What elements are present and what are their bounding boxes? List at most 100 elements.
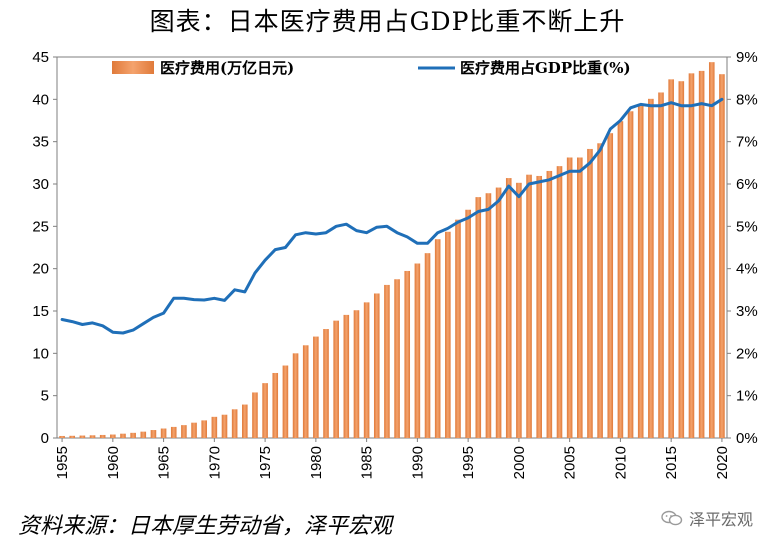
bar <box>648 98 654 439</box>
bar <box>384 284 390 438</box>
watermark-label: 泽平宏观 <box>688 510 753 529</box>
bar <box>282 365 289 438</box>
bar <box>404 270 411 438</box>
bar <box>698 70 705 439</box>
bar <box>505 178 512 438</box>
bar <box>160 428 167 438</box>
bar <box>252 392 258 438</box>
bar <box>313 336 319 438</box>
bar <box>455 219 461 438</box>
bar <box>424 253 431 438</box>
right-axis-tick-label: 1% <box>736 388 758 405</box>
x-axis-tick-label: 1980 <box>308 446 325 479</box>
right-axis-tick-label: 4% <box>736 261 758 278</box>
bar <box>587 148 593 438</box>
source-note: 资料来源：日本厚生劳动省，泽平宏观 <box>18 514 393 539</box>
x-axis-tick-label: 2015 <box>663 446 680 479</box>
bar <box>617 121 624 438</box>
bar <box>668 79 674 439</box>
bar <box>323 329 329 438</box>
x-axis-tick-label: 2010 <box>612 446 629 479</box>
bar <box>708 62 715 438</box>
bar <box>59 435 65 438</box>
bar <box>546 170 553 438</box>
bar <box>140 431 147 438</box>
bar <box>272 372 279 438</box>
right-axis-tick-label: 6% <box>736 176 758 193</box>
bar <box>394 279 400 438</box>
chart-title: 图表：日本医疗费用占GDP比重不断上升 <box>149 7 626 36</box>
right-axis-tick-label: 8% <box>736 91 758 108</box>
bar <box>485 193 492 438</box>
bar <box>191 422 197 438</box>
bar <box>69 435 76 438</box>
x-axis-tick-label: 1955 <box>54 446 71 479</box>
bar <box>495 187 502 438</box>
left-axis-tick-label: 40 <box>32 91 49 108</box>
x-axis-tick-label: 1970 <box>206 446 223 479</box>
bar <box>465 209 471 438</box>
left-axis-tick-label: 30 <box>32 176 49 193</box>
legend-label-bar: 医疗费用(万亿日元) <box>160 59 294 77</box>
bar <box>201 420 207 438</box>
bar <box>181 425 187 438</box>
right-axis-tick-label: 3% <box>736 303 758 320</box>
plot-frame <box>56 56 728 439</box>
bar <box>221 414 228 438</box>
bar <box>333 320 339 438</box>
legend-swatch-bar <box>112 61 154 74</box>
bar <box>678 81 685 439</box>
x-axis-tick-label: 1965 <box>156 446 173 479</box>
bar <box>516 182 522 438</box>
bar <box>343 314 350 438</box>
bar <box>434 239 441 438</box>
bar <box>170 426 177 438</box>
bar <box>577 157 583 438</box>
left-axis-tick-label: 25 <box>32 218 49 235</box>
bar <box>120 433 126 438</box>
x-axis-tick-label: 2000 <box>511 446 528 479</box>
bar <box>211 416 218 438</box>
left-axis-tick-label: 20 <box>32 261 49 278</box>
bar <box>475 197 482 438</box>
bar <box>150 430 157 438</box>
series-line <box>60 97 724 335</box>
bar <box>373 293 380 438</box>
left-axis-tick-label: 5 <box>41 388 49 405</box>
left-axis-tick-label: 45 <box>32 49 49 66</box>
bar <box>607 133 614 438</box>
chart-area: 0 5 10 15 20 25 30 35 40 45 0% 1% 2% 3% 4% 5% 6% 7% 8% 9% 19… <box>32 49 758 479</box>
bar <box>566 157 573 438</box>
bar <box>302 345 309 438</box>
bar <box>556 166 563 439</box>
bar <box>353 310 360 438</box>
bar <box>110 434 116 438</box>
x-axis-tick-label: 1975 <box>257 446 274 479</box>
x-axis-tick-label: 2020 <box>714 446 731 479</box>
right-axis-tick-label: 7% <box>736 134 758 151</box>
bar <box>262 383 268 438</box>
bar <box>99 434 106 438</box>
legend-label-line: 医疗费用占GDP比重(%) <box>460 59 631 77</box>
bar <box>637 106 644 438</box>
bar <box>363 302 370 438</box>
x-axis-tick-label: 1960 <box>105 446 122 479</box>
x-axis-tick-label: 1985 <box>359 446 376 479</box>
bar <box>445 231 451 438</box>
bar <box>231 409 238 438</box>
bar <box>536 175 542 438</box>
bar <box>79 435 86 438</box>
x-axis-tick-label: 1995 <box>460 446 477 479</box>
bar <box>526 174 532 439</box>
right-axis-tick-label: 0% <box>736 430 758 447</box>
right-axis-tick-label: 9% <box>736 49 758 66</box>
left-axis-tick-label: 15 <box>32 303 49 320</box>
left-axis-tick-label: 10 <box>32 345 49 362</box>
x-axis-tick-label: 1990 <box>409 446 426 479</box>
left-axis-tick-label: 35 <box>32 134 49 151</box>
wechat-icon <box>661 510 683 526</box>
bar <box>627 111 634 438</box>
bar <box>89 435 96 438</box>
bar <box>719 74 725 439</box>
bar <box>414 263 421 438</box>
